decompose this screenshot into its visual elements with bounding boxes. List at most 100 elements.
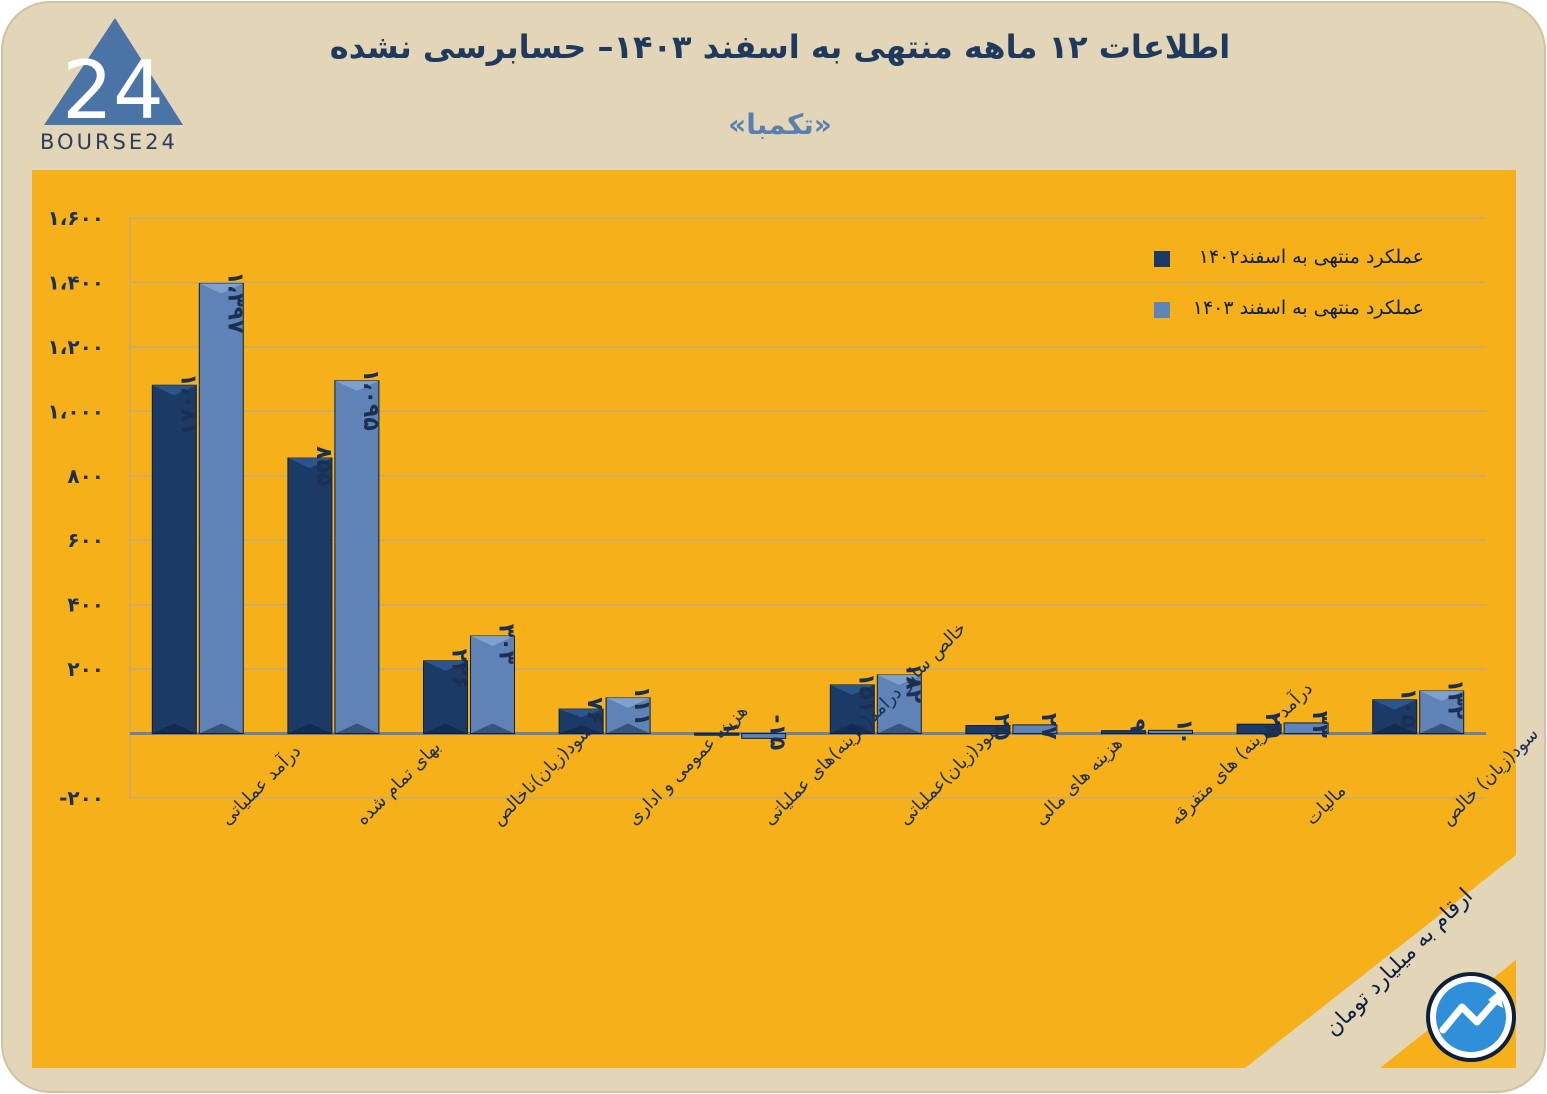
bar-value-label: ۳۰۳ <box>494 624 519 665</box>
bar <box>1101 730 1146 735</box>
y-tick-label: ۶۰۰ <box>67 528 104 552</box>
bar <box>1236 723 1282 735</box>
bar <box>287 457 333 735</box>
chart-title: اطلاعات ۱۲ ماهه منتهی به اسفند ۱۴۰۳– حسا… <box>329 28 1231 66</box>
bar-body <box>1012 724 1058 735</box>
bar-value-label: -۱۵ <box>765 714 790 750</box>
bar-bevel-bottom <box>152 723 197 734</box>
corner-stripe <box>1245 855 1516 1068</box>
bar <box>1148 729 1193 735</box>
bar-bevel-top <box>559 709 604 718</box>
bar <box>605 697 651 735</box>
bar-bevel-bottom <box>470 723 515 734</box>
bar-value-label: ۱۱۱ <box>629 686 654 726</box>
bar <box>1372 699 1418 735</box>
y-tick-label: ۲۰۰ <box>67 657 104 681</box>
trend-arrow-icon <box>1426 972 1516 1062</box>
bar <box>965 725 1011 735</box>
bar-bevel-bottom <box>1419 723 1464 734</box>
bar <box>1419 690 1465 735</box>
bar <box>829 684 875 735</box>
bar <box>694 732 740 736</box>
bar-value-label: ۲۲۶ <box>447 649 472 689</box>
bar-bevel-bottom <box>559 725 604 734</box>
y-tick-label: -۲۰۰ <box>59 786 104 810</box>
bar-bevel-bottom <box>830 723 875 734</box>
bar <box>741 733 787 739</box>
legend-label-1402: عملکرد منتهی به اسفند۱۴۰۲ <box>1198 246 1424 268</box>
legend-label-1403: عملکرد منتهی به اسفند ۱۴۰۳ <box>1192 297 1424 319</box>
y-tick-label: ۱،۲۰۰ <box>48 335 104 359</box>
bar-body <box>1283 722 1329 735</box>
bar-body <box>1148 729 1193 735</box>
grid-layer: -۲۰۰ ۲۰۰ ۴۰۰ ۶۰۰ ۸۰۰ ۱،۰۰۰ ۱،۲۰۰ ۱،۴۰۰ ۱،۶۰۰ <box>48 206 1486 810</box>
bar-body <box>151 384 197 735</box>
bar-value-label: ۱،۰۸۱ <box>175 373 200 435</box>
bar-bevel-bottom <box>1372 723 1417 734</box>
bar-value-label: ۱۰ <box>1172 718 1197 745</box>
bar-layer <box>151 282 1465 739</box>
bar-value-label: ۹ <box>1125 719 1150 732</box>
bar-value-label: ۲۵ <box>989 714 1014 741</box>
bar-body <box>198 282 244 735</box>
bar-body <box>423 660 468 735</box>
bar <box>423 660 468 735</box>
bar <box>558 708 604 735</box>
bar-bevel-top <box>470 635 515 646</box>
bar-bevel-top <box>152 385 197 396</box>
legend-swatch-1402 <box>1154 251 1170 267</box>
bar-bevel-top <box>287 458 332 469</box>
bar-body <box>334 380 380 735</box>
bar-value-label: ۲۹ <box>1260 712 1285 739</box>
bar-bevel-top <box>877 674 922 685</box>
bar-value-label: ۸۵۵ <box>311 446 336 486</box>
bar-bevel-top <box>830 684 875 695</box>
bar-body <box>1101 730 1146 735</box>
bar <box>198 282 244 735</box>
bar-bevel-top <box>1419 691 1464 702</box>
bar-bevel-bottom <box>606 723 651 734</box>
bar-bevel-bottom <box>877 723 922 734</box>
y-tick-label: ۱،۴۰۰ <box>48 270 104 294</box>
bar-value-label: ۱۸۲ <box>900 663 925 704</box>
bar-body <box>1236 723 1282 735</box>
chart-subtitle: «تکمبا» <box>728 108 832 141</box>
y-tick-label: ۱،۰۰۰ <box>48 399 104 423</box>
legend-item-1403: عملکرد منتهی به اسفند ۱۴۰۳ <box>1154 297 1460 327</box>
bar-bevel-top <box>423 660 468 671</box>
bar-body <box>694 732 740 736</box>
legend-item-1402: عملکرد منتهی به اسفند۱۴۰۲ <box>1154 246 1460 276</box>
bar <box>470 635 515 735</box>
bar-bevel-top <box>606 697 651 708</box>
bar-value-label: ۱،۰۹۵ <box>358 369 383 431</box>
bar-body <box>470 635 515 735</box>
bar-body <box>965 725 1011 735</box>
bar-bevel-bottom <box>199 723 244 734</box>
bar-bevel-bottom <box>423 723 468 734</box>
triangle-24-logo: 24 <box>44 18 183 137</box>
bar-value-label: ۷۶ <box>582 697 607 724</box>
bar-bevel-bottom <box>287 723 332 734</box>
bar <box>876 674 922 735</box>
logo-glyph: 24 <box>62 44 164 137</box>
bar-body <box>741 733 787 739</box>
bar-body <box>287 457 333 735</box>
bar-value-label: ۱۵۱ <box>853 673 878 713</box>
bar-value-label: ۱۰۵ <box>1396 688 1421 728</box>
y-tick-label: ۴۰۰ <box>67 593 104 617</box>
bar <box>1012 724 1058 735</box>
bar <box>334 380 380 735</box>
bar-value-label: ۱ <box>718 721 743 734</box>
bar-value-label: ۳۳ <box>1307 711 1332 738</box>
bar-value-label: ۱،۳۹۷ <box>222 271 247 334</box>
bar-bevel-top <box>1372 699 1417 710</box>
legend-swatch-1403 <box>1154 302 1170 318</box>
y-tick-label: ۱،۶۰۰ <box>48 206 104 230</box>
logo-text: BOURSE24 <box>40 130 178 154</box>
bar-value-label: ۲۷ <box>1036 713 1061 740</box>
plot-panel <box>32 170 1516 1068</box>
y-tick-label: ۸۰۰ <box>67 464 104 488</box>
